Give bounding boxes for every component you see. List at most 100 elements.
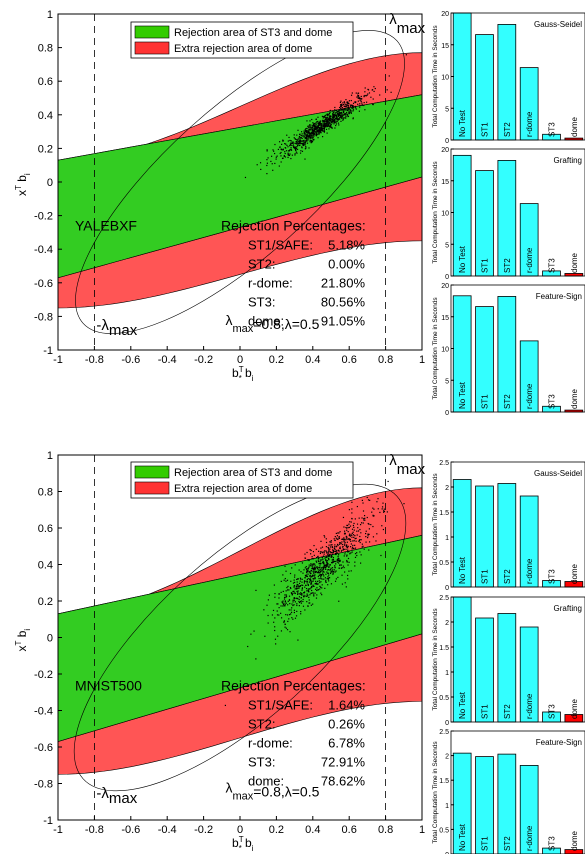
data-point (318, 577, 320, 580)
data-point (310, 587, 312, 589)
data-point (282, 590, 284, 593)
data-point (320, 123, 322, 125)
scatter-panel-2: -1 -0.8 -0.6 -0.4 -0.2 0 0.2 0.4 0.6 0.8 1-1-0.8-0… (14, 450, 426, 853)
data-point (307, 568, 309, 570)
data-point (287, 156, 289, 159)
data-point (341, 103, 343, 105)
data-point (350, 540, 352, 542)
data-point (326, 123, 328, 125)
data-point (321, 125, 323, 127)
data-point (284, 603, 286, 605)
data-point (329, 112, 331, 114)
data-point (344, 533, 347, 535)
data-point (330, 121, 332, 123)
data-point (329, 551, 332, 553)
data-point (290, 144, 292, 146)
data-point (356, 96, 358, 98)
data-point (278, 141, 281, 143)
data-point (350, 104, 353, 106)
data-point (274, 638, 277, 640)
data-point (296, 583, 298, 586)
data-point (309, 575, 312, 577)
data-point (359, 528, 361, 531)
data-point (322, 127, 324, 130)
data-point (331, 116, 334, 118)
data-point (351, 548, 353, 550)
data-point (342, 561, 344, 563)
data-point (354, 535, 356, 537)
data-point (305, 575, 307, 577)
data-point (319, 563, 322, 565)
data-point (347, 104, 349, 107)
rejection-title: Rejection Percentages: (221, 677, 366, 693)
data-point (289, 139, 291, 142)
data-point (341, 583, 344, 585)
data-point (328, 548, 330, 550)
data-point (291, 567, 293, 569)
data-point (339, 106, 341, 109)
bar-category-label: r-dome (525, 558, 534, 584)
data-point (310, 133, 312, 136)
data-point (325, 128, 328, 130)
data-point (345, 113, 347, 115)
data-point (335, 552, 337, 554)
data-point (304, 131, 307, 133)
data-point (362, 522, 364, 524)
data-point (313, 554, 315, 556)
data-point (278, 593, 280, 595)
y-tick-label: 1 (47, 9, 53, 21)
data-point (381, 525, 383, 527)
data-point (348, 112, 350, 115)
data-point (354, 544, 356, 546)
data-point (296, 139, 299, 141)
data-point (373, 515, 375, 517)
data-point (325, 581, 327, 583)
data-point (296, 603, 298, 605)
data-point (326, 121, 328, 124)
data-point (383, 510, 386, 513)
data-point (307, 594, 309, 596)
data-point (311, 574, 314, 576)
data-point (344, 102, 346, 104)
data-point (303, 139, 305, 141)
data-point (335, 549, 337, 551)
data-point (340, 120, 342, 122)
data-point (300, 135, 302, 137)
data-point (329, 548, 331, 550)
data-point (307, 132, 309, 134)
data-point (288, 589, 290, 591)
data-point (352, 524, 355, 527)
y-tick-label: 20 (441, 147, 449, 154)
data-point (382, 528, 384, 531)
data-point (334, 548, 336, 551)
data-point (282, 603, 285, 606)
data-point (343, 526, 345, 528)
data-point (324, 121, 326, 123)
data-point (317, 130, 319, 132)
data-point (307, 583, 309, 585)
data-point (344, 532, 346, 534)
data-point (323, 125, 325, 127)
data-point (325, 541, 328, 544)
data-point (326, 124, 328, 126)
data-point (326, 563, 329, 565)
data-point (316, 566, 318, 568)
data-point (319, 565, 321, 567)
data-point (346, 555, 348, 557)
data-point (335, 123, 338, 125)
data-point (345, 105, 348, 107)
x-tick-label: -0.4 (158, 824, 177, 836)
data-point (322, 120, 324, 122)
data-point (297, 597, 299, 600)
data-point (293, 137, 295, 139)
data-point (298, 141, 300, 143)
data-point (310, 140, 313, 142)
data-point (268, 594, 270, 596)
data-point (352, 534, 355, 536)
data-point (345, 535, 347, 537)
data-point (346, 109, 349, 112)
data-point (303, 594, 305, 596)
data-point (317, 129, 319, 131)
data-point (313, 131, 315, 133)
data-point (340, 105, 342, 107)
